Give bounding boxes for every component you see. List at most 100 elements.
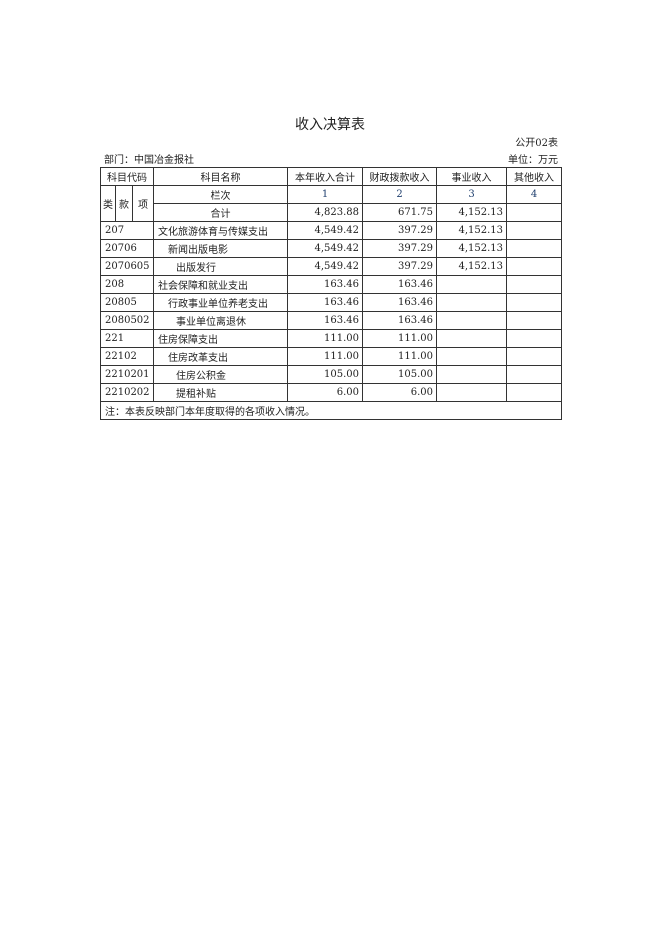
table-row: 22102 住房改革支出 111.00 111.00 [99,347,563,366]
unit-label: 单位：万元 [508,155,558,166]
table-row: 2070605 出版发行 4,549.42 397.29 4,152.13 [99,257,563,276]
row-col4 [506,329,563,348]
header-col4: 其他收入 [506,167,563,186]
total-col4 [506,203,563,222]
row-name: 文化旅游体育与传媒支出 [153,221,289,240]
table-row: 20706 新闻出版电影 4,549.42 397.29 4,152.13 [99,239,563,258]
lanci-label: 栏次 [153,185,289,204]
row-code: 208 [99,275,155,294]
row-col4 [506,311,563,330]
row-name: 新闻出版电影 [153,239,289,258]
row-code: 221 [99,329,155,348]
row-col2: 397.29 [362,257,438,276]
table-row: 2080502 事业单位离退休 163.46 163.46 [99,311,563,330]
row-col2: 163.46 [362,311,438,330]
row-col1: 163.46 [287,311,364,330]
row-col3 [436,329,508,348]
row-col2: 6.00 [362,383,438,402]
total-col1: 4,823.88 [287,203,364,222]
note-row: 注：本表反映部门本年度取得的各项收入情况。 [99,401,563,420]
row-col2: 163.46 [362,293,438,312]
row-col2: 163.46 [362,275,438,294]
row-name: 住房公积金 [153,365,289,384]
page-title: 收入决算表 [295,117,365,133]
row-code: 22102 [99,347,155,366]
row-col1: 163.46 [287,293,364,312]
total-row: 合计 4,823.88 671.75 4,152.13 [101,203,563,222]
row-code: 20805 [99,293,155,312]
lanci-2: 2 [362,185,438,204]
row-name: 行政事业单位养老支出 [153,293,289,312]
row-col1: 6.00 [287,383,364,402]
header-xiang: 项 [131,185,155,222]
total-col2: 671.75 [362,203,438,222]
row-col1: 105.00 [287,365,364,384]
lanci-1: 1 [287,185,364,204]
row-col3 [436,347,508,366]
row-name: 出版发行 [153,257,289,276]
row-col3: 4,152.13 [436,257,508,276]
row-code: 2070605 [99,257,155,276]
row-col4 [506,347,563,366]
row-col3 [436,311,508,330]
row-col2: 397.29 [362,239,438,258]
row-col1: 4,549.42 [287,257,364,276]
total-label: 合计 [153,203,289,222]
total-col3: 4,152.13 [436,203,508,222]
row-name: 提租补贴 [153,383,289,402]
row-col1: 4,549.42 [287,221,364,240]
row-col4 [506,365,563,384]
table-row: 2210202 提租补贴 6.00 6.00 [99,383,563,402]
lanci-4: 4 [506,185,563,204]
row-code: 2210202 [99,383,155,402]
row-col4 [506,239,563,258]
header-lei: 类 [100,185,116,222]
header-kuan: 款 [115,185,133,222]
row-col4 [506,257,563,276]
table-row: 20805 行政事业单位养老支出 163.46 163.46 [99,293,563,312]
row-name: 事业单位离退休 [153,311,289,330]
table-row: 221 住房保障支出 111.00 111.00 [99,329,563,348]
row-col2: 105.00 [362,365,438,384]
row-name: 住房保障支出 [153,329,289,348]
table-note: 注：本表反映部门本年度取得的各项收入情况。 [99,401,563,420]
department-label: 部门：中国冶金报社 [104,155,194,166]
table-row: 207 文化旅游体育与传媒支出 4,549.42 397.29 4,152.13 [99,221,563,240]
row-col3: 4,152.13 [436,221,508,240]
header-col3: 事业收入 [436,167,508,186]
header-col2: 财政拨款收入 [362,167,438,186]
income-table: 科目代码 科目名称 本年收入合计 财政拨款收入 事业收入 其他收入 类 款 项 … [99,167,563,420]
row-code: 207 [99,221,155,240]
header-code: 科目代码 [99,167,155,186]
header-name: 科目名称 [153,167,289,186]
row-name: 社会保障和就业支出 [153,275,289,294]
row-name: 住房改革支出 [153,347,289,366]
row-col3: 4,152.13 [436,239,508,258]
table-row: 208 社会保障和就业支出 163.46 163.46 [99,275,563,294]
row-col4 [506,221,563,240]
row-col2: 397.29 [362,221,438,240]
form-code: 公开02表 [515,138,558,149]
row-col3 [436,275,508,294]
row-col3 [436,365,508,384]
row-col1: 4,549.42 [287,239,364,258]
lanci-row: 类 款 项 栏次 1 2 3 4 [100,185,563,222]
row-col1: 111.00 [287,347,364,366]
row-col1: 111.00 [287,329,364,348]
row-col1: 163.46 [287,275,364,294]
row-col4 [506,383,563,402]
header-col1: 本年收入合计 [287,167,364,186]
row-col3 [436,383,508,402]
row-code: 2210201 [99,365,155,384]
row-col2: 111.00 [362,329,438,348]
table-row: 2210201 住房公积金 105.00 105.00 [99,365,563,384]
header-row: 科目代码 科目名称 本年收入合计 财政拨款收入 事业收入 其他收入 [99,167,563,186]
row-code: 2080502 [99,311,155,330]
row-col3 [436,293,508,312]
lanci-3: 3 [436,185,508,204]
row-col2: 111.00 [362,347,438,366]
row-col4 [506,293,563,312]
row-code: 20706 [99,239,155,258]
row-col4 [506,275,563,294]
